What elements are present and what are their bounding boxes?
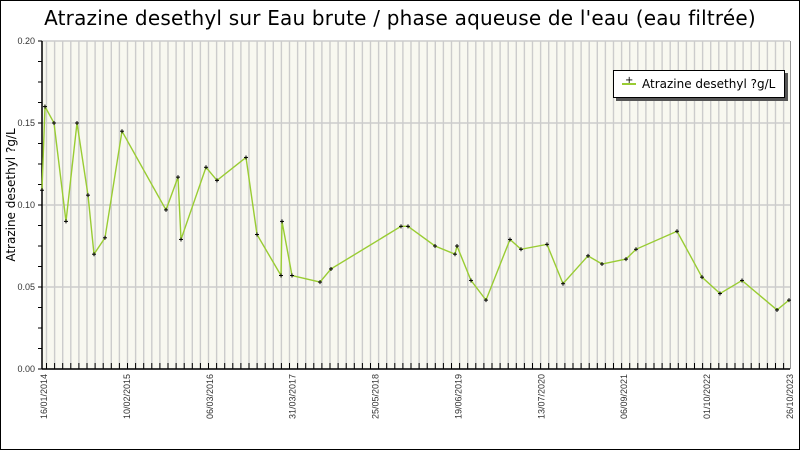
legend-marker-icon (622, 75, 636, 86)
svg-text:0.00: 0.00 (17, 364, 35, 374)
svg-text:06/03/2016: 06/03/2016 (205, 374, 215, 419)
svg-text:0.15: 0.15 (17, 118, 35, 128)
svg-text:13/07/2020: 13/07/2020 (536, 374, 546, 419)
svg-text:0.10: 0.10 (17, 200, 35, 210)
svg-text:31/03/2017: 31/03/2017 (288, 374, 298, 419)
svg-text:0.05: 0.05 (17, 282, 35, 292)
svg-text:10/02/2015: 10/02/2015 (122, 374, 132, 419)
svg-text:0.20: 0.20 (17, 36, 35, 46)
chart-title: Atrazine desethyl sur Eau brute / phase … (44, 6, 756, 30)
legend-label: Atrazine desethyl ?g/L (642, 77, 776, 91)
svg-text:01/10/2022: 01/10/2022 (702, 374, 712, 419)
svg-text:19/06/2019: 19/06/2019 (453, 374, 463, 419)
legend: Atrazine desethyl ?g/L (613, 70, 785, 98)
svg-text:26/10/2023: 26/10/2023 (785, 374, 795, 419)
svg-text:16/01/2014: 16/01/2014 (39, 374, 49, 419)
svg-text:25/05/2018: 25/05/2018 (371, 374, 381, 419)
svg-text:06/09/2021: 06/09/2021 (619, 374, 629, 419)
